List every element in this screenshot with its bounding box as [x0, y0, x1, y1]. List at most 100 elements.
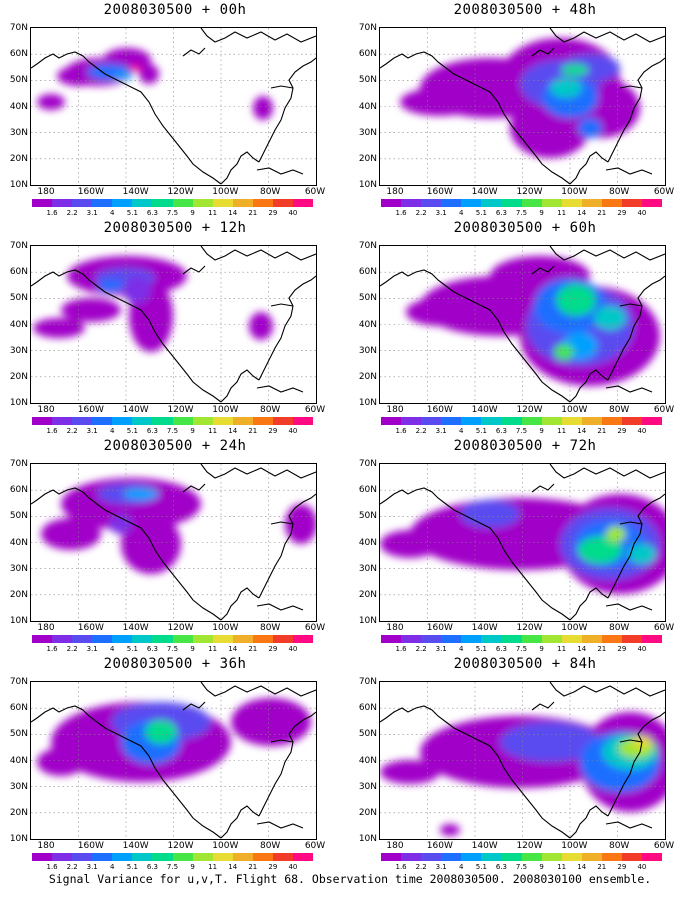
colorbar-swatch — [232, 417, 253, 425]
colorbar-label: 14 — [228, 863, 238, 871]
map-area — [30, 245, 317, 404]
colorbar-label: 5.1 — [475, 645, 487, 653]
lat-tick-label: 50N — [358, 293, 377, 304]
lon-tick-label: 140W — [122, 405, 149, 415]
map-area — [30, 681, 317, 840]
lon-tick-label: 60W — [304, 405, 326, 415]
map-panel: 2008030500 + 60h 70N 60N 50N 40N 30N 20N 10N 180… — [350, 218, 700, 435]
lon-tick-label: 80W — [608, 405, 630, 415]
coastline — [200, 246, 316, 261]
colorbar-swatch — [252, 417, 273, 425]
lat-tick-label: 30N — [358, 345, 377, 356]
lat-tick-label: 40N — [9, 537, 28, 548]
coastline — [270, 85, 294, 89]
variance-region — [285, 504, 316, 544]
coastline — [531, 483, 555, 493]
map-area — [379, 681, 666, 840]
colorbar-swatch — [521, 199, 542, 207]
map-panel: 2008030500 + 48h 70N 60N 50N 40N 30N 20N 10N 180… — [350, 0, 700, 217]
colorbar — [381, 417, 663, 425]
colorbar-swatch — [32, 199, 53, 207]
colorbar-label: 4 — [459, 427, 464, 435]
lon-tick-label: 80W — [259, 623, 281, 633]
lon-tick-label: 60W — [304, 187, 326, 197]
colorbar-swatch — [401, 417, 422, 425]
colorbar-label: 9 — [190, 645, 195, 653]
colorbar-swatch — [501, 635, 522, 643]
lon-tick-label: 160W — [426, 405, 453, 415]
coastline — [200, 464, 316, 479]
colorbar-swatch — [252, 199, 273, 207]
coastline — [182, 483, 206, 493]
coastline — [31, 51, 222, 185]
variance-region — [628, 544, 656, 564]
panel-title: 2008030500 + 84h — [453, 656, 597, 672]
lon-tick-label: 120W — [516, 405, 543, 415]
colorbar-swatch — [481, 853, 502, 861]
colorbar-label: 4 — [110, 645, 115, 653]
colorbar-label: 4 — [459, 645, 464, 653]
lat-tick-label: 60N — [358, 267, 377, 278]
colorbar-swatch — [152, 853, 173, 861]
coastline — [569, 587, 609, 621]
colorbar-label: 11 — [557, 863, 567, 871]
colorbar-label: 1.6 — [46, 645, 58, 653]
coastline — [607, 711, 665, 817]
colorbar-swatch — [52, 417, 73, 425]
lon-tick-label: 60W — [653, 187, 675, 197]
colorbar-swatch — [72, 199, 93, 207]
variance-region — [145, 720, 177, 744]
lat-tick-label: 30N — [358, 781, 377, 792]
coastline — [380, 51, 571, 185]
colorbar-swatch — [212, 417, 233, 425]
colorbar-label: 3.1 — [86, 863, 98, 871]
colorbar-label: 40 — [288, 209, 298, 217]
lat-tick-label: 60N — [358, 485, 377, 496]
lat-tick-label: 50N — [9, 75, 28, 86]
colorbar — [381, 199, 663, 207]
colorbar — [32, 199, 314, 207]
colorbar-label: 6.3 — [146, 209, 158, 217]
lat-tick-label: 60N — [358, 703, 377, 714]
variance-map — [31, 464, 316, 621]
colorbar-label: 4 — [110, 863, 115, 871]
coastline — [619, 85, 643, 89]
colorbar-label: 40 — [637, 427, 647, 435]
figure-caption: Signal Variance for u,v,T. Flight 68. Ob… — [48, 872, 652, 886]
lat-tick-label: 50N — [9, 729, 28, 740]
lon-tick-label: 180 — [386, 623, 404, 633]
lat-tick-label: 20N — [9, 807, 28, 818]
colorbar-label: 3.1 — [435, 863, 447, 871]
variance-region — [109, 514, 133, 534]
coastline — [549, 246, 665, 261]
lon-tick-label: 160W — [426, 623, 453, 633]
variance-region — [231, 698, 311, 746]
colorbar-label: 11 — [208, 209, 218, 217]
colorbar-swatch — [561, 635, 582, 643]
colorbar-swatch — [272, 199, 294, 207]
coastline — [619, 739, 643, 743]
colorbar-label: 1.6 — [395, 863, 407, 871]
lat-tick-label: 20N — [9, 153, 28, 164]
coastline — [182, 47, 206, 57]
colorbar-swatch — [52, 853, 73, 861]
colorbar-label: 6.3 — [495, 427, 507, 435]
colorbar-label: 3.1 — [86, 427, 98, 435]
colorbar-label: 3.1 — [86, 209, 98, 217]
colorbar-swatch — [232, 853, 253, 861]
lon-tick-label: 120W — [167, 405, 194, 415]
coastline — [270, 303, 294, 307]
lat-tick-label: 10N — [358, 398, 377, 408]
lon-tick-label: 120W — [516, 623, 543, 633]
variance-region — [113, 72, 133, 80]
lat-tick-label: 30N — [9, 345, 28, 356]
lon-tick-label: 80W — [608, 187, 630, 197]
map-panel: 2008030500 + 36h 70N 60N 50N 40N 30N 20N 10N 180… — [0, 654, 350, 871]
variance-region — [561, 64, 589, 76]
variance-map — [31, 246, 316, 403]
variance-region — [606, 526, 626, 542]
coastline — [200, 682, 316, 697]
colorbar-label: 3.1 — [86, 645, 98, 653]
colorbar-label: 29 — [268, 863, 278, 871]
lat-tick-label: 70N — [358, 241, 377, 251]
